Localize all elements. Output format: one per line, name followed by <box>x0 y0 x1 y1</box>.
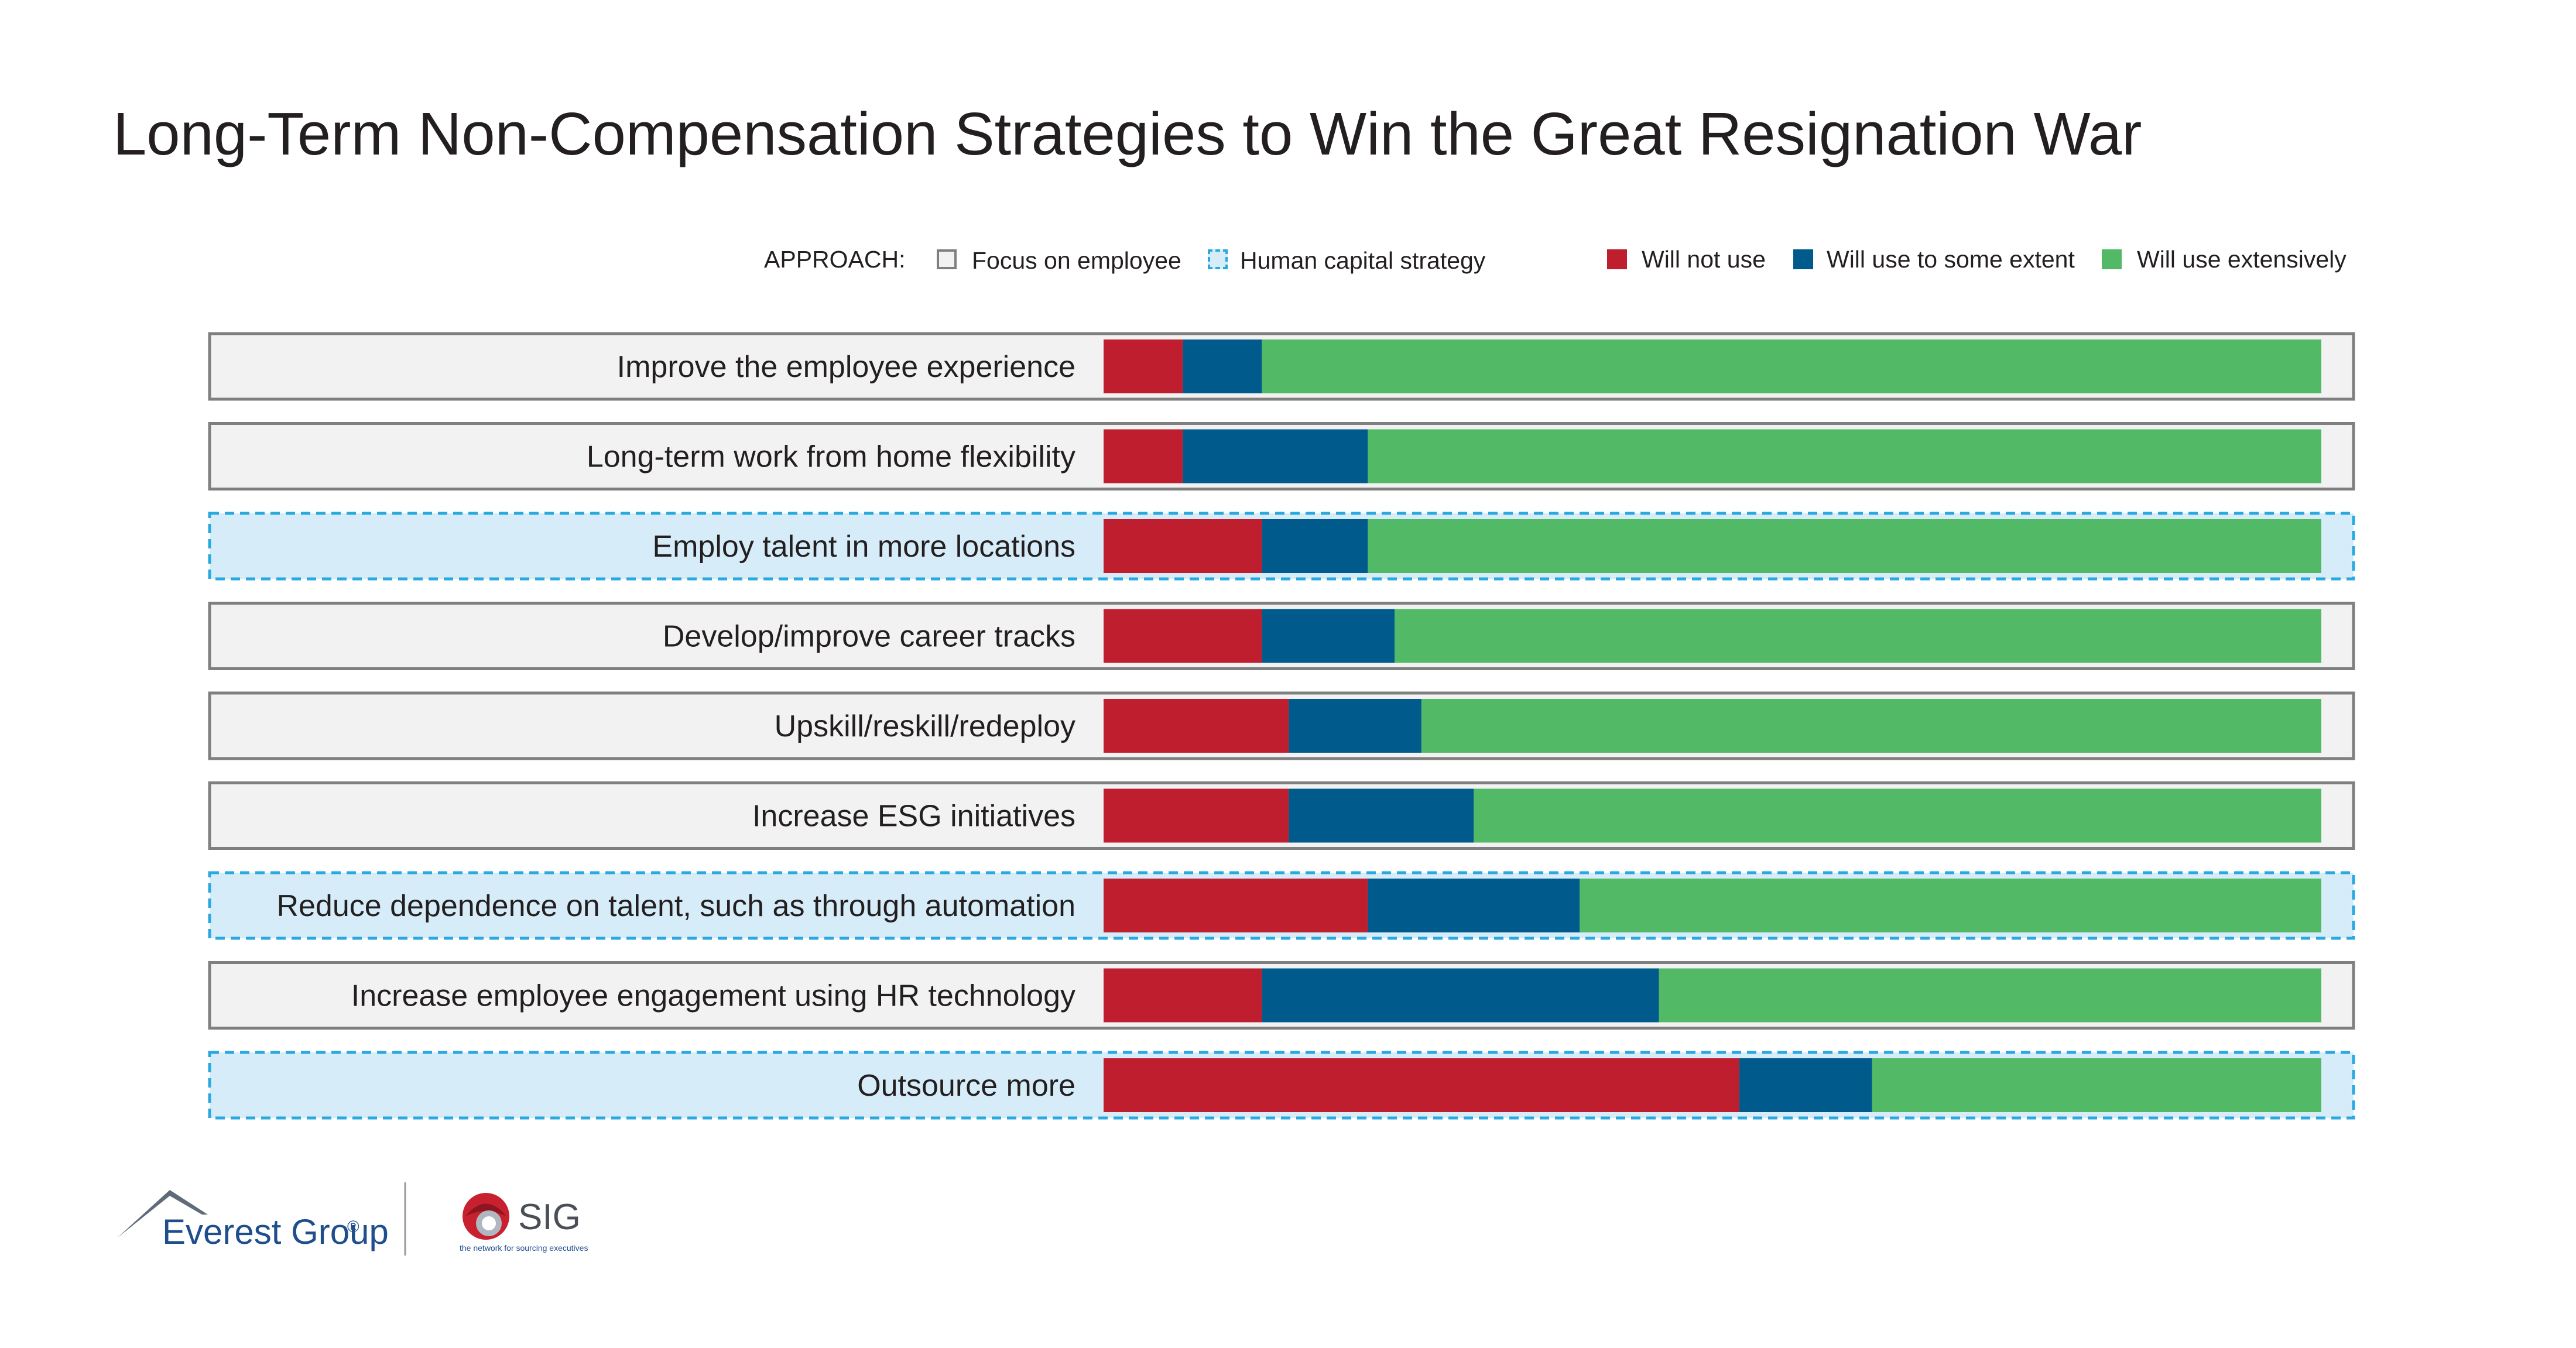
legend-label-will-not-use: Will not use <box>1642 246 1766 273</box>
everest-group-logo: Everest Group ® <box>117 1190 389 1251</box>
bar-will-not-use-reduce-dependence-on-talent-such-as-through-automation <box>1104 879 1368 932</box>
sig-logo: SIG the network for sourcing executives <box>460 1193 588 1253</box>
stacked-bar-chart: Improve the employee experience Long-term… <box>208 332 2355 1120</box>
bar-will-not-use-outsource-more <box>1104 1058 1739 1112</box>
category-label: Increase ESG initiatives <box>752 800 1075 834</box>
legend-label-will-use-extensively: Will use extensively <box>2137 246 2347 273</box>
everest-mountain-icon <box>117 1190 208 1238</box>
everest-logo-text: Everest Group <box>162 1212 389 1251</box>
category-label: Upskill/reskill/redeploy <box>775 709 1075 743</box>
bar-will-not-use-upskill-reskill-redeploy <box>1104 699 1289 753</box>
bar-will-use-to-some-extent-increase-esg-initiatives <box>1289 788 1474 843</box>
legend-swatch-focus-on-employee <box>937 249 957 269</box>
bar-will-use-extensively-improve-the-employee-experience <box>1262 339 2321 393</box>
logos: Everest Group ® SIG the network for sour… <box>117 1182 588 1256</box>
bar-will-use-extensively-employ-talent-in-more-locations <box>1368 519 2321 573</box>
bar-will-use-to-some-extent-employ-talent-in-more-locations <box>1262 519 1368 573</box>
bar-will-use-extensively-increase-esg-initiatives <box>1474 788 2321 843</box>
legend-label-focus-on-employee: Focus on employee <box>972 247 1181 274</box>
bar-will-use-extensively-reduce-dependence-on-talent-such-as-through-automation <box>1580 879 2321 932</box>
bar-will-not-use-develop-improve-career-tracks <box>1104 609 1262 663</box>
bar-will-use-to-some-extent-reduce-dependence-on-talent-such-as-through-automation <box>1368 879 1580 932</box>
legend-approach-label: APPROACH: <box>764 246 906 273</box>
category-label: Outsource more <box>857 1069 1075 1103</box>
everest-logo-mark: ® <box>347 1217 359 1236</box>
legend-swatch-human-capital-strategy <box>1208 249 1228 269</box>
category-label: Improve the employee experience <box>617 350 1075 384</box>
legend-label-human-capital-strategy: Human capital strategy <box>1240 247 1486 274</box>
bar-will-use-to-some-extent-improve-the-employee-experience <box>1183 339 1262 393</box>
category-label: Reduce dependence on talent, such as thr… <box>276 889 1075 923</box>
bar-will-not-use-increase-esg-initiatives <box>1104 788 1289 843</box>
bar-will-not-use-increase-employee-engagement-using-hr-technology <box>1104 968 1262 1023</box>
bar-will-use-to-some-extent-long-term-work-from-home-flexibility <box>1183 429 1368 483</box>
bar-will-not-use-employ-talent-in-more-locations <box>1104 519 1262 573</box>
legend-swatch-will-use-extensively <box>2102 249 2122 269</box>
sig-logo-text: SIG <box>518 1197 581 1237</box>
sig-logo-tagline: the network for sourcing executives <box>460 1243 588 1253</box>
bar-will-use-extensively-develop-improve-career-tracks <box>1395 609 2321 663</box>
bar-will-use-extensively-upskill-reskill-redeploy <box>1421 699 2321 753</box>
category-label: Employ talent in more locations <box>652 530 1075 564</box>
bar-will-use-extensively-increase-employee-engagement-using-hr-technology <box>1659 968 2321 1023</box>
bar-will-not-use-improve-the-employee-experience <box>1104 339 1183 393</box>
legend-swatch-will-not-use <box>1607 249 1627 269</box>
category-label: Develop/improve career tracks <box>663 620 1075 654</box>
category-label: Long-term work from home flexibility <box>587 440 1075 474</box>
legend-label-will-use-to-some-extent: Will use to some extent <box>1827 246 2075 273</box>
bar-will-use-to-some-extent-outsource-more <box>1739 1058 1872 1112</box>
bar-will-use-to-some-extent-upskill-reskill-redeploy <box>1289 699 1421 753</box>
category-label: Increase employee engagement using HR te… <box>351 979 1075 1013</box>
chart-title: Long-Term Non-Compensation Strategies to… <box>113 100 2142 167</box>
bar-will-use-to-some-extent-develop-improve-career-tracks <box>1262 609 1395 663</box>
bar-will-not-use-long-term-work-from-home-flexibility <box>1104 429 1183 483</box>
bar-will-use-to-some-extent-increase-employee-engagement-using-hr-technology <box>1262 968 1659 1023</box>
bar-will-use-extensively-outsource-more <box>1872 1058 2321 1112</box>
legend-swatch-will-use-to-some-extent <box>1793 249 1813 269</box>
bar-will-use-extensively-long-term-work-from-home-flexibility <box>1368 429 2321 483</box>
